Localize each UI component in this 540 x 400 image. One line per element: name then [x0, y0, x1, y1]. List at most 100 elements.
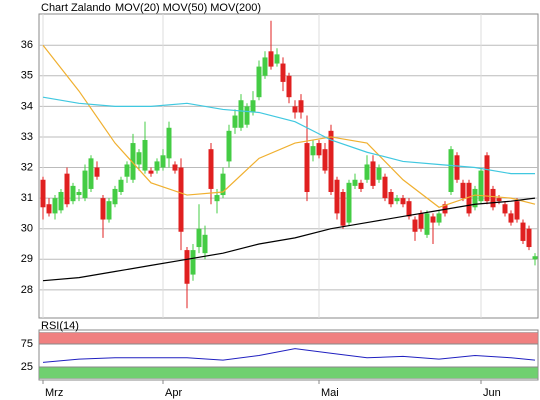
candle-body — [172, 164, 178, 171]
candle-body — [130, 143, 136, 180]
candle-body — [190, 250, 196, 275]
candle-body — [64, 173, 70, 205]
y-tick-label: 30 — [21, 223, 33, 235]
legend-entry: MOV(50) — [163, 2, 208, 14]
candle-body — [394, 198, 400, 202]
candle-body — [298, 100, 304, 113]
candle-body — [466, 182, 472, 214]
y-tick-label: 34 — [21, 100, 33, 112]
candle-body — [382, 176, 388, 199]
candle-body — [76, 191, 82, 196]
candle-body — [346, 182, 352, 223]
candle-body — [520, 222, 526, 241]
y-tick-label: 35 — [21, 70, 33, 82]
candle-body — [352, 179, 358, 186]
candle-body — [310, 146, 316, 156]
y-tick-label: 75 — [21, 338, 33, 350]
candle-body — [82, 170, 88, 199]
candle-body — [256, 66, 262, 98]
legend-entry: MOV(200) — [210, 2, 261, 14]
candle-body — [496, 198, 502, 202]
candle-body — [268, 51, 274, 67]
candle-body — [472, 188, 478, 208]
candle-body — [178, 167, 184, 232]
candle-body — [334, 179, 340, 214]
candle-body — [100, 198, 106, 220]
y-tick-label: 36 — [21, 39, 33, 51]
candle-body — [376, 167, 382, 180]
candle-body — [40, 179, 46, 208]
candle-body — [160, 155, 166, 168]
candle-body — [244, 106, 250, 125]
candle-body — [94, 167, 100, 177]
candle-body — [154, 161, 160, 171]
candle-body — [136, 152, 142, 165]
x-tick-label: Jun — [483, 387, 501, 399]
x-tick-label: Mai — [321, 387, 339, 399]
candle-body — [436, 213, 442, 223]
candle-body — [88, 158, 94, 189]
candle-body — [292, 106, 298, 113]
y-tick-label: 32 — [21, 161, 33, 173]
candle-body — [166, 127, 172, 159]
candle-body — [430, 216, 436, 223]
candle-body — [406, 201, 412, 217]
candle-body — [52, 198, 58, 214]
x-tick-label: Mrz — [45, 387, 63, 399]
panel-title: RSI(14) — [41, 320, 79, 332]
candle-body — [106, 201, 112, 220]
candle-body — [532, 256, 538, 260]
candle-body — [514, 201, 520, 220]
candle-body — [388, 191, 394, 205]
candle-body — [196, 228, 202, 248]
candle-body — [286, 75, 292, 98]
rsi-line — [42, 348, 536, 363]
candle-body — [226, 130, 232, 162]
candle-body — [418, 213, 424, 229]
band — [38, 366, 539, 379]
y-tick-label: 25 — [21, 361, 33, 373]
legend-entry: MOV(20) — [115, 2, 160, 14]
candle-body — [424, 213, 430, 235]
candle-body — [148, 170, 154, 174]
candle-body — [478, 170, 484, 202]
x-tick-label: Apr — [165, 387, 182, 399]
band — [38, 332, 539, 345]
candle-body — [316, 143, 322, 156]
candle-body — [328, 130, 334, 192]
candle-body — [280, 63, 286, 82]
candle-body — [208, 149, 214, 189]
candle-body — [526, 228, 532, 248]
candle-body — [262, 57, 268, 76]
candle-body — [460, 182, 466, 199]
candle-body — [304, 143, 310, 192]
candle-body — [448, 149, 454, 192]
chart-title: Chart Zalando — [41, 2, 111, 14]
candle-body — [400, 198, 406, 205]
candle-body — [370, 161, 376, 186]
candle-body — [142, 140, 148, 171]
candle-body — [340, 191, 346, 226]
candle-body — [70, 185, 76, 202]
candle-body — [238, 100, 244, 128]
y-tick-label: 31 — [21, 192, 33, 204]
candle-body — [112, 188, 118, 205]
candle-body — [508, 213, 514, 223]
candle-body — [184, 250, 190, 284]
moving-average-line — [42, 197, 536, 282]
candle-body — [220, 173, 226, 196]
candle-body — [46, 204, 52, 214]
candle-body — [454, 155, 460, 180]
candle-body — [502, 204, 508, 214]
y-tick-label: 28 — [21, 284, 33, 296]
candle-body — [58, 191, 64, 211]
moving-average-line — [42, 96, 535, 175]
candle-body — [214, 195, 220, 202]
candle-body — [232, 115, 238, 128]
moving-average-line — [42, 44, 536, 208]
candle-body — [358, 182, 364, 189]
candle-body — [118, 179, 124, 192]
candle-body — [364, 164, 370, 180]
candle-body — [412, 219, 418, 232]
